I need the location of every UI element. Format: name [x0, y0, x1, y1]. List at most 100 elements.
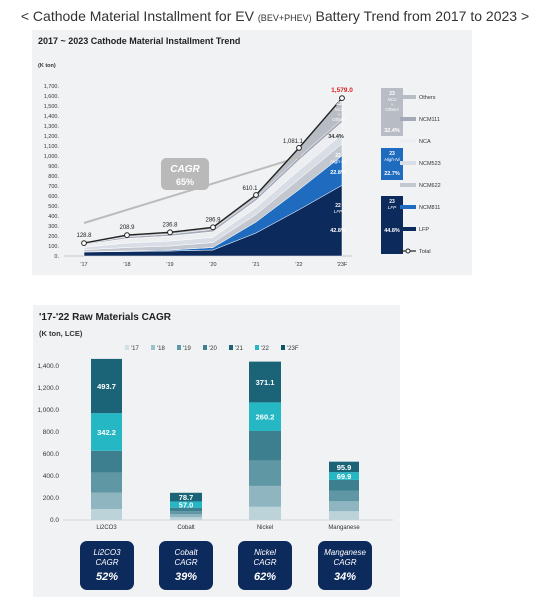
legend-label: '20 [209, 346, 217, 352]
legend-swatch [255, 345, 259, 350]
bar-segment [249, 485, 281, 507]
total-point [210, 224, 216, 231]
share-lfp-22-year: 22 [335, 203, 341, 209]
cagr-box [161, 158, 209, 190]
bar-segment [329, 479, 359, 491]
bar-segment [91, 472, 122, 493]
data-label: 342.2 [97, 428, 116, 437]
bar-segment [329, 472, 359, 480]
y-tick-label: 600. [48, 194, 59, 200]
page-title-part: < Cathode Material Installment for EV [20, 8, 258, 24]
legend-label: NCM111 [419, 117, 440, 123]
cagr-box-name: Nickel [254, 548, 276, 557]
legend-label: Others [419, 95, 436, 101]
x-tick-label: Manganese [328, 525, 360, 531]
cagr-box-value: 39% [175, 571, 197, 583]
legend-label: NCM622 [419, 183, 441, 189]
y-tick-label: 1,000.0 [37, 407, 59, 414]
total-data-label: 286.9 [205, 217, 221, 223]
cagr-box-label: CAGR [333, 558, 356, 567]
x-tick-label: '17 [80, 262, 87, 268]
legend-swatch [281, 345, 285, 350]
data-label: 95.9 [337, 463, 352, 472]
x-tick-label: Cobalt [177, 525, 195, 531]
bar-segment [249, 506, 281, 520]
legend-label: '23F [287, 346, 299, 352]
legend-label: '21 [235, 346, 243, 352]
share-highni-22-label: High-Ni [330, 159, 346, 164]
legend-swatch [151, 345, 155, 350]
total-point [124, 232, 130, 239]
share-ncx-22-label: NCx + Others [332, 107, 346, 122]
share-highni-22-value: 22.8% [330, 170, 346, 176]
y-tick-label: 1,100. [44, 144, 60, 150]
x-tick-label: Nickel [257, 525, 273, 531]
share-highni-22-year: 22 [335, 153, 341, 159]
x-tick-label: '18 [123, 262, 130, 268]
cagr-box [318, 541, 372, 590]
total-data-label: 1,081.1 [283, 139, 304, 145]
bar-segment [329, 490, 359, 502]
share-highni-23-value: 22.7% [384, 171, 400, 177]
x-tick-label: '19 [166, 262, 173, 268]
bar-segment [91, 450, 122, 473]
bar-segment [91, 509, 122, 520]
x-tick-label: '20 [209, 262, 216, 268]
bar-segment [249, 361, 281, 403]
y-tick-label: 400. [48, 214, 59, 220]
legend-label: '18 [157, 346, 165, 352]
x-tick-label: '22 [295, 262, 302, 268]
y-tick-label: 1,600. [44, 94, 60, 100]
y-tick-label: 1,400. [44, 114, 60, 120]
total-point [296, 144, 302, 151]
total-point [167, 229, 173, 236]
legend-swatch [177, 345, 181, 350]
cagr-box [238, 541, 292, 590]
total-point [81, 240, 87, 247]
cagr-label: CAGR [170, 164, 200, 175]
y-tick-label: 100. [48, 244, 59, 250]
bar-segment [329, 511, 359, 520]
share-ncx-23-label: NCx + Others [385, 97, 399, 112]
total-data-label: 128.8 [76, 233, 92, 239]
bar-segment [329, 461, 359, 473]
total-point [339, 95, 345, 101]
legend-label: NCM811 [419, 205, 440, 211]
cagr-box-name: Manganese [324, 548, 366, 557]
share-ncx-23-box [381, 88, 403, 136]
total-data-label: 1,579.0 [331, 87, 353, 94]
x-tick-label: '23F [337, 262, 348, 268]
cathode-trend-panel: 2017 ~ 2023 Cathode Material Installment… [32, 30, 472, 275]
y-tick-label: 1,400.0 [37, 363, 59, 370]
legend-label: Total [419, 249, 431, 255]
bar-segment [170, 511, 202, 515]
cagr-box [159, 541, 213, 590]
share-lfp-23-box [381, 196, 403, 254]
cagr-box-name: Cobalt [174, 548, 198, 557]
legend-label: NCA [419, 139, 431, 145]
cagr-box-value: 34% [334, 571, 356, 583]
y-tick-label: 1,500. [44, 104, 60, 110]
legend-swatch [400, 183, 416, 187]
cagr-box [80, 541, 134, 590]
y-tick-label: 200.0 [43, 495, 60, 502]
data-label: 493.7 [97, 382, 116, 391]
legend-swatch [400, 139, 416, 143]
y-tick-label: 0. [54, 254, 59, 260]
share-lfp-23-label: LFP [388, 205, 397, 210]
legend-swatch [400, 161, 416, 165]
share-highni-23-box [381, 148, 403, 180]
raw-materials-panel: '17-'22 Raw Materials CAGR (K ton, LCE) 0… [33, 305, 400, 597]
cagr-box-label: CAGR [95, 558, 118, 567]
y-tick-label: 600.0 [43, 451, 60, 458]
data-label: 78.7 [179, 493, 194, 502]
share-lfp-22-label: LFP [334, 209, 343, 214]
cagr-box-label: CAGR [253, 558, 276, 567]
y-tick-label: 300. [48, 224, 59, 230]
y-tick-label: 0.0 [50, 517, 59, 524]
data-label: 371.1 [256, 378, 275, 387]
cagr-box-label: CAGR [174, 558, 197, 567]
cagr-box-value: 52% [96, 571, 118, 583]
cathode-trend-chart: (K ton) 0. 100. 200. 300. 400. 500. 600. 700. 800… [38, 63, 441, 268]
y-tick-label: 200. [48, 234, 59, 240]
